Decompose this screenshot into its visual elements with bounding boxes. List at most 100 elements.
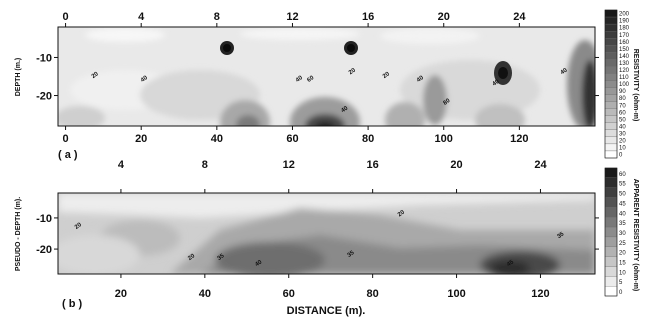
colorbar-swatch [604,207,618,218]
x-tick-label: 40 [199,288,211,300]
top-tick-label: 0 [63,11,69,23]
top-tick-label: 24 [534,159,547,171]
x-tick-label: 60 [286,133,298,145]
panel-b-body-1 [215,242,325,274]
colorbar-swatch [604,59,618,67]
contour-label: 80 [442,98,451,107]
panel-a-light-zone-1 [85,28,165,42]
colorbar-tick-label: 70 [619,103,626,109]
colorbar-swatch [604,143,618,152]
colorbar-swatch [604,52,618,60]
x-tick-label: 80 [362,133,374,145]
panel-b-zone-2 [58,235,140,274]
contour-label: 20 [91,71,100,80]
panel-b-ylabel: PSEUDO - DEPTH (m). [15,197,22,271]
colorbar-tick-label: 50 [619,192,626,198]
colorbar-tick-label: 190 [619,19,630,25]
colorbar-swatch [604,286,618,297]
colorbar-frame [604,167,618,297]
panel-a-y-ticks-right [595,56,599,97]
x-tick-label: 100 [447,288,465,300]
contour-label: 40 [560,67,569,76]
x-tick-label: 80 [367,288,379,300]
colorbar-swatch [604,150,618,159]
x-tick-label: 60 [283,288,295,300]
panel-a-top-ticks: 0 4 8 12 16 20 24 [63,11,526,27]
colorbar-swatch [604,38,618,46]
contour-label: 40 [492,79,501,88]
colorbar-tick-label: 35 [619,221,626,227]
colorbar-tick-label: 60 [619,110,626,116]
contour-label: 20 [397,209,406,218]
colorbar-swatch [604,197,618,208]
contour-label: 40 [254,259,263,268]
colorbar-tick-label: 180 [619,26,630,32]
colorbar-tick-label: 0 [619,290,623,296]
panel-a: 0 4 8 12 16 20 24 [15,9,639,161]
contour-label: 35 [347,250,356,259]
colorbar-tick-label: 110 [619,75,629,81]
colorbar-tick-label: 30 [619,131,626,137]
colorbar-swatch [604,45,618,53]
panel-a-body-6-core [582,60,595,126]
colorbar-tick-label: 150 [619,47,630,53]
colorbar-tick-label: 20 [619,138,626,144]
x-tick-label: 40 [211,133,223,145]
panel-a-body-3 [385,102,425,126]
colorbar-tick-label: 5 [619,280,623,286]
panel-a-colorbar-label: RESISTIVITY (ohm-m) [632,49,639,122]
colorbar-tick-label: 90 [619,89,626,95]
y-tick-label: -10 [36,52,52,64]
y-tick-label: -20 [36,244,52,256]
colorbar-tick-label: 60 [619,172,626,178]
colorbar-tick-label: 30 [619,231,626,237]
panel-a-zone-7 [58,106,105,126]
colorbar-swatch [604,73,618,81]
panel-a-y-ticks: -10 -20 [36,52,58,103]
panel-b: 4 8 12 16 20 24 20 20 35 40 35 20 35 45 -10 -20 20 40 6… [15,159,639,317]
colorbar-tick-label: 40 [619,124,626,130]
x-tick-label: 0 [63,133,69,145]
panel-b-xlabel: DISTANCE (m). [287,305,366,317]
contour-label: 45 [506,259,515,268]
colorbar-swatch [604,9,618,18]
contour-label: 60 [306,75,315,84]
colorbar-tick-label: 55 [619,182,626,188]
top-tick-label: 20 [438,11,450,23]
top-tick-label: 16 [367,159,379,171]
panel-b-top-ticks: 4 8 12 16 20 24 [118,159,547,193]
panel-a-spot-2-core [347,44,355,52]
top-tick-label: 24 [513,11,526,23]
colorbar-swatch [604,256,618,267]
colorbar-swatch [604,66,618,74]
colorbar-swatch [604,108,618,116]
contour-label: 20 [382,71,391,80]
contour-label: 35 [556,231,565,240]
colorbar-swatch [604,122,618,130]
panel-a-colorbar: 2001901801701601501401301201101009080706… [604,9,630,159]
colorbar-swatch [604,276,618,287]
contour-label: 40 [416,75,425,84]
panel-a-light-zone-3 [380,28,480,44]
colorbar-tick-label: 130 [619,61,630,67]
colorbar-swatch [604,87,618,95]
panel-b-top-band [58,193,595,218]
panel-a-body-4 [423,75,447,125]
panel-b-contour-fill [58,193,595,274]
colorbar-swatch [604,80,618,88]
panel-b-plot-area: 20 20 35 40 35 20 35 45 [58,193,595,274]
panel-a-tag: ( a ) [58,149,78,161]
colorbar-tick-label: 120 [619,68,630,74]
colorbar-swatch [604,129,618,138]
panel-a-light-zone-2 [240,28,360,40]
colorbar-swatch [604,217,618,228]
panel-a-spot-3-core [498,67,508,79]
contour-label: 35 [217,253,226,262]
panel-b-x-ticks: 20 40 60 80 100 120 [115,274,550,300]
colorbar-swatch [604,266,618,277]
panel-a-body-5 [475,104,525,126]
panel-a-body-2-deep [315,122,335,126]
